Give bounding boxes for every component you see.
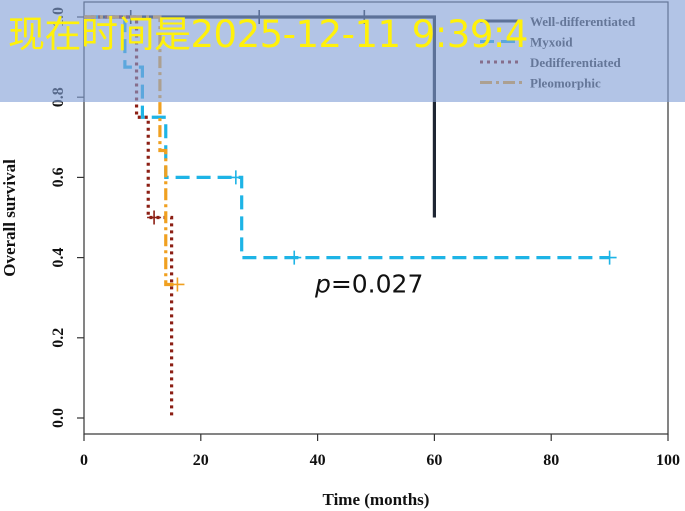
censor-mark — [287, 250, 302, 265]
x-tick-label: 100 — [656, 452, 680, 469]
x-tick-label: 60 — [426, 452, 442, 469]
y-axis-title: Overall survival — [0, 159, 19, 277]
x-tick-label: 80 — [543, 452, 559, 469]
censor-mark — [602, 250, 617, 265]
p-value-annotation: p=0.027 — [314, 270, 423, 299]
timestamp-text: 现在时间是2025-12-11 9:39:4 — [8, 13, 528, 56]
censor-mark — [147, 210, 162, 225]
y-tick-label: 0.4 — [50, 248, 67, 268]
censor-mark — [170, 277, 185, 292]
x-axis: 0 20 40 60 80 100 — [80, 434, 680, 469]
x-tick-label: 40 — [310, 452, 326, 469]
y-tick-label: 0.6 — [50, 167, 67, 187]
y-tick-label: 0.2 — [50, 328, 67, 348]
censor-mark — [228, 170, 243, 185]
curve-dedifferentiated — [84, 15, 174, 418]
y-tick-label: 0.0 — [50, 408, 67, 428]
timestamp-banner: 现在时间是2025-12-11 9:39:4 — [0, 0, 685, 102]
p-symbol: p — [314, 270, 331, 299]
x-tick-label: 0 — [80, 452, 88, 469]
x-axis-title: Time (months) — [323, 490, 430, 509]
x-tick-label: 20 — [193, 452, 209, 469]
p-value-text: =0.027 — [331, 270, 424, 299]
